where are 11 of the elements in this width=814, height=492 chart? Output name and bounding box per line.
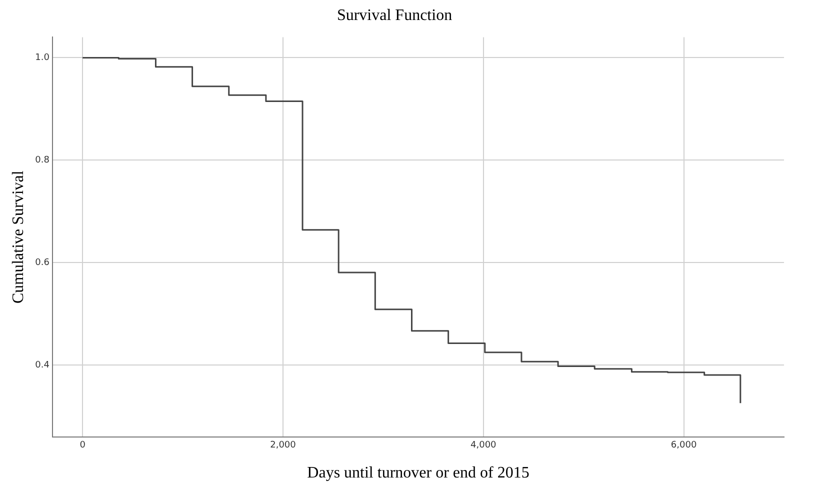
chart-title: Survival Function <box>336 6 452 24</box>
x-tick-label: 2,000 <box>270 440 296 451</box>
x-tick-label: 6,000 <box>670 440 697 451</box>
y-axis-title: Cumulative Survival <box>10 170 27 304</box>
y-tick-label: 0.8 <box>35 156 50 166</box>
y-tick-label: 0.6 <box>35 258 50 268</box>
y-tick-label: 1.0 <box>35 53 50 64</box>
x-tick-label: 4,000 <box>470 440 497 451</box>
x-tick-label: 0 <box>80 440 86 451</box>
x-axis-title: Days until turnover or end of 2015 <box>307 464 530 482</box>
y-tick-label: 0.4 <box>35 360 50 371</box>
